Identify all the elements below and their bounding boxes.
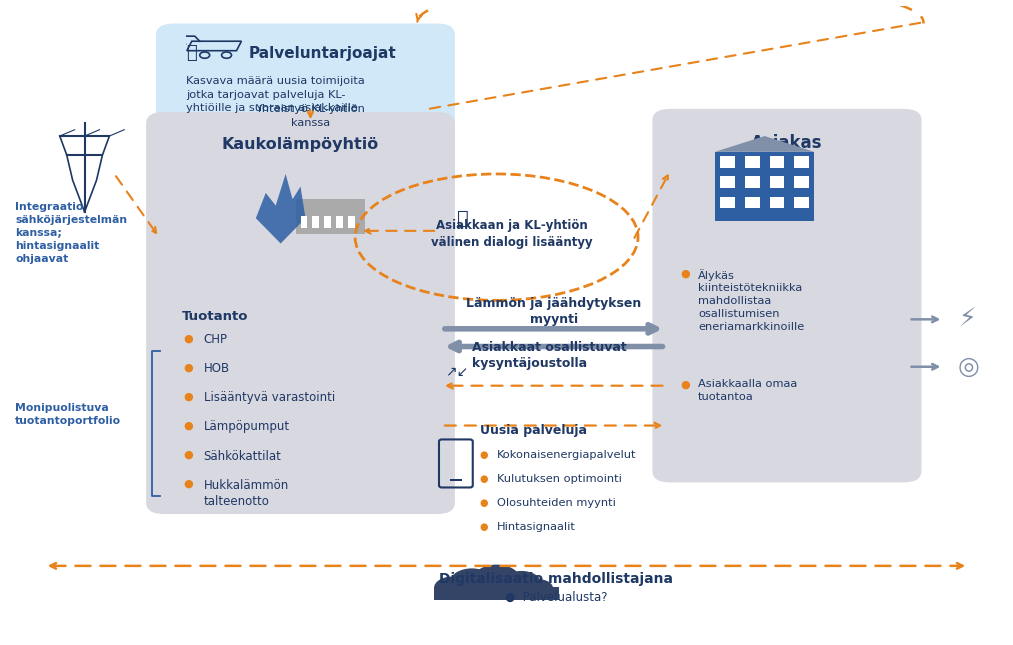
Bar bbox=[745, 156, 760, 168]
Circle shape bbox=[434, 577, 470, 599]
Text: Kulutuksen optimointi: Kulutuksen optimointi bbox=[496, 473, 621, 484]
Text: HOB: HOB bbox=[204, 362, 230, 375]
Text: ●: ● bbox=[480, 497, 488, 508]
Text: Kasvava määrä uusia toimijoita
jotka tarjoavat palveluja KL-
yhtiöille ja suoraa: Kasvava määrä uusia toimijoita jotka tar… bbox=[185, 76, 365, 113]
PathPatch shape bbox=[256, 174, 306, 244]
Bar bbox=[720, 197, 734, 208]
Text: Digitalisaatio mahdollistajana: Digitalisaatio mahdollistajana bbox=[440, 572, 673, 586]
Text: Palveluntarjoajat: Palveluntarjoajat bbox=[248, 46, 396, 61]
Bar bbox=[770, 197, 784, 208]
Text: Asiakkaalla omaa
tuotantoa: Asiakkaalla omaa tuotantoa bbox=[698, 379, 797, 402]
Text: Tuotanto: Tuotanto bbox=[182, 310, 248, 323]
Text: Asiakkaat osallistuvat
kysyntäjoustolla: Asiakkaat osallistuvat kysyntäjoustolla bbox=[472, 341, 626, 370]
Text: Monipuolistuva
tuotantoportfolio: Monipuolistuva tuotantoportfolio bbox=[15, 402, 122, 426]
Text: Hukkalämmön
talteenotto: Hukkalämmön talteenotto bbox=[204, 479, 289, 508]
Bar bbox=[434, 588, 559, 600]
Text: CHP: CHP bbox=[204, 333, 228, 346]
Text: ↗↙: ↗↙ bbox=[445, 365, 468, 379]
Text: Olosuhteiden myynti: Olosuhteiden myynti bbox=[496, 497, 616, 508]
Text: Lisääntyvä varastointi: Lisääntyvä varastointi bbox=[204, 392, 335, 404]
Text: Älykäs
kiinteistötekniikka
mahdollistaa
osallistumisen
eneriamarkkinoille: Älykäs kiinteistötekniikka mahdollistaa … bbox=[698, 269, 804, 332]
Bar bbox=[745, 197, 760, 208]
FancyBboxPatch shape bbox=[156, 23, 455, 195]
Bar bbox=[720, 177, 734, 188]
Text: ●: ● bbox=[681, 269, 690, 279]
Bar bbox=[770, 177, 784, 188]
Text: Sähkökattilat: Sähkökattilat bbox=[204, 450, 282, 462]
Bar bbox=[336, 216, 343, 228]
Text: ●: ● bbox=[480, 522, 488, 531]
Circle shape bbox=[524, 579, 553, 598]
Text: Yhteistyö KL-yhtiön
kanssa: Yhteistyö KL-yhtiön kanssa bbox=[255, 104, 366, 128]
Bar bbox=[715, 152, 814, 221]
Circle shape bbox=[473, 564, 521, 595]
Text: ●: ● bbox=[184, 333, 193, 343]
Bar bbox=[324, 216, 331, 228]
Circle shape bbox=[450, 568, 493, 596]
Text: Integraatio
sähköjärjestelmän
kanssa;
hintasignaalit
ohjaavat: Integraatio sähköjärjestelmän kanssa; hi… bbox=[15, 203, 128, 264]
Text: ●: ● bbox=[184, 479, 193, 489]
Bar bbox=[720, 156, 734, 168]
Text: Kaukolämpöyhtiö: Kaukolämpöyhtiö bbox=[222, 137, 379, 152]
Text: ●: ● bbox=[480, 473, 488, 484]
Text: Lämmön ja jäähdytyksen
myynti: Lämmön ja jäähdytyksen myynti bbox=[466, 297, 641, 326]
Polygon shape bbox=[715, 136, 814, 152]
Bar bbox=[770, 156, 784, 168]
Bar bbox=[296, 199, 365, 234]
Bar bbox=[312, 216, 319, 228]
Text: ●: ● bbox=[184, 392, 193, 401]
Text: 🤝: 🤝 bbox=[457, 209, 469, 228]
Text: ⛲: ⛲ bbox=[185, 44, 197, 62]
Text: Hintasignaalit: Hintasignaalit bbox=[496, 522, 575, 531]
Text: Lämpöpumput: Lämpöpumput bbox=[204, 421, 290, 433]
Text: ●: ● bbox=[184, 450, 193, 459]
Text: ●: ● bbox=[184, 362, 193, 372]
Bar bbox=[794, 177, 809, 188]
Bar bbox=[348, 216, 356, 228]
FancyBboxPatch shape bbox=[146, 112, 455, 514]
Text: Kokonaisenergiapalvelut: Kokonaisenergiapalvelut bbox=[496, 450, 636, 459]
Text: ●: ● bbox=[480, 450, 488, 459]
Bar bbox=[745, 177, 760, 188]
Text: Asiakas: Asiakas bbox=[752, 134, 823, 152]
Text: Uusia palveluja: Uusia palveluja bbox=[480, 424, 587, 437]
Bar bbox=[794, 197, 809, 208]
Text: ●: ● bbox=[184, 421, 193, 430]
Text: Asiakkaan ja KL-yhtiön
välinen dialogi lisääntyy: Asiakkaan ja KL-yhtiön välinen dialogi l… bbox=[431, 219, 593, 249]
Bar bbox=[794, 156, 809, 168]
Bar bbox=[301, 216, 308, 228]
Bar bbox=[450, 479, 462, 481]
Text: ◎: ◎ bbox=[957, 355, 979, 379]
Text: ⚡: ⚡ bbox=[959, 307, 977, 332]
Circle shape bbox=[501, 571, 541, 596]
Text: ●  Palvelualusta?: ● Palvelualusta? bbox=[504, 591, 608, 604]
FancyBboxPatch shape bbox=[652, 109, 922, 482]
Text: ●: ● bbox=[681, 379, 690, 390]
